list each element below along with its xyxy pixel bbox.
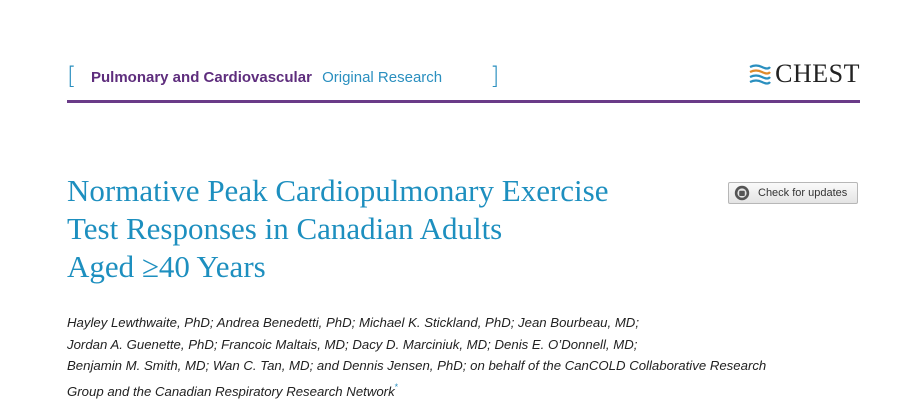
check-for-updates-label: Check for updates bbox=[758, 187, 848, 199]
article-header: [ Pulmonary and Cardiovascular Original … bbox=[67, 59, 860, 90]
journal-logo: CHEST bbox=[748, 59, 860, 88]
title-line-3: Aged ≥40 Years bbox=[67, 249, 266, 284]
author-line-4-wrapper: Group and the Canadian Respiratory Resea… bbox=[67, 377, 877, 403]
check-for-updates-button[interactable]: Check for updates bbox=[728, 182, 858, 204]
header-divider bbox=[67, 100, 860, 103]
author-line-4: Group and the Canadian Respiratory Resea… bbox=[67, 383, 395, 399]
right-bracket: ] bbox=[490, 62, 500, 90]
section-category: Pulmonary and Cardiovascular bbox=[91, 69, 312, 86]
title-line-1: Normative Peak Cardiopulmonary Exercise bbox=[67, 173, 609, 208]
author-line-2: Jordan A. Guenette, PhD; Francoic Maltai… bbox=[67, 336, 638, 352]
author-line-1: Hayley Lewthwaite, PhD; Andrea Benedetti… bbox=[67, 315, 639, 330]
article-title: Normative Peak Cardiopulmonary Exercise … bbox=[67, 172, 727, 286]
chest-logo-icon bbox=[749, 64, 772, 85]
author-footnote-link[interactable]: * bbox=[394, 381, 399, 392]
section-type: Original Research bbox=[322, 69, 443, 86]
section-label: Pulmonary and Cardiovascular Original Re… bbox=[91, 69, 442, 86]
author-line-3: Benjamin M. Smith, MD; Wan C. Tan, MD; a… bbox=[67, 358, 767, 373]
author-list: Hayley Lewthwaite, PhD; Andrea Benedetti… bbox=[67, 312, 877, 402]
crossmark-icon bbox=[734, 185, 750, 201]
title-line-2: Test Responses in Canadian Adults bbox=[67, 211, 503, 246]
left-bracket: [ bbox=[67, 62, 77, 90]
journal-name: CHEST bbox=[775, 59, 860, 88]
